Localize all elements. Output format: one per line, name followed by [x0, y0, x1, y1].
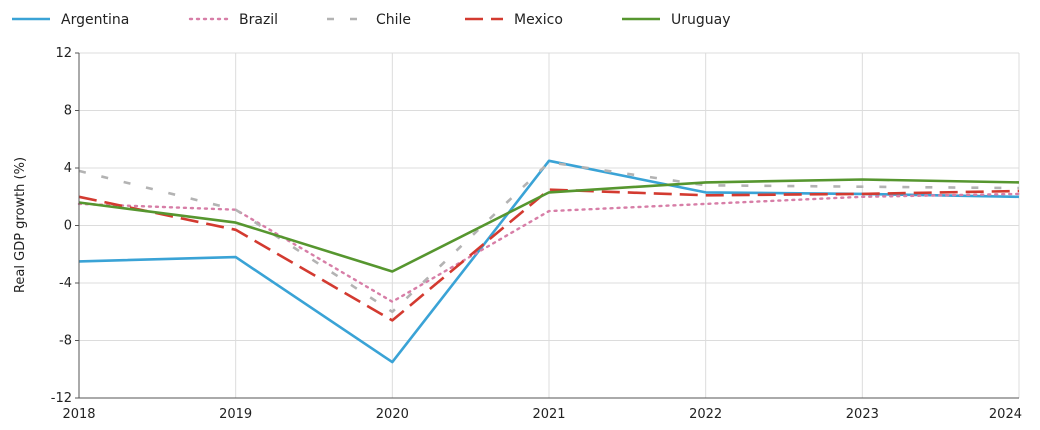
y-tick-label: 0 [64, 219, 72, 234]
legend-label-mexico: Mexico [514, 12, 563, 28]
gridlines [78, 52, 1020, 399]
x-tick-label: 2018 [62, 407, 95, 422]
y-tick-label: 4 [64, 161, 72, 176]
x-tick-label: 2020 [376, 407, 409, 422]
series-lines [77, 159, 1021, 364]
y-tick-label: 8 [64, 104, 72, 119]
series-line-uruguay [78, 178, 1020, 273]
legend-label-argentina: Argentina [61, 12, 129, 28]
tick-labels: -12 -8 -4 0 4 8 12 2018 2019 2020 2021 2022 2023 2024 [51, 46, 1022, 422]
y-tick-label: 12 [55, 46, 72, 61]
series-line-chile [78, 161, 1020, 314]
x-tick-label: 2023 [846, 407, 879, 422]
y-tick-label: -12 [51, 391, 72, 406]
x-tick-label: 2019 [219, 407, 252, 422]
legend: Argentina Brazil Chile Mexico Uruguay [12, 12, 731, 28]
x-tick-label: 2024 [989, 407, 1022, 422]
y-axis-title: Real GDP growth (%) [13, 157, 28, 293]
legend-label-chile: Chile [376, 12, 411, 28]
y-tick-label: -8 [59, 334, 72, 349]
x-tick-label: 2021 [532, 407, 565, 422]
legend-label-brazil: Brazil [239, 12, 278, 28]
series-line-mexico [78, 188, 1020, 322]
y-tick-label: -4 [59, 276, 72, 291]
axes [75, 52, 1019, 399]
x-tick-label: 2022 [689, 407, 722, 422]
legend-label-uruguay: Uruguay [671, 12, 731, 28]
